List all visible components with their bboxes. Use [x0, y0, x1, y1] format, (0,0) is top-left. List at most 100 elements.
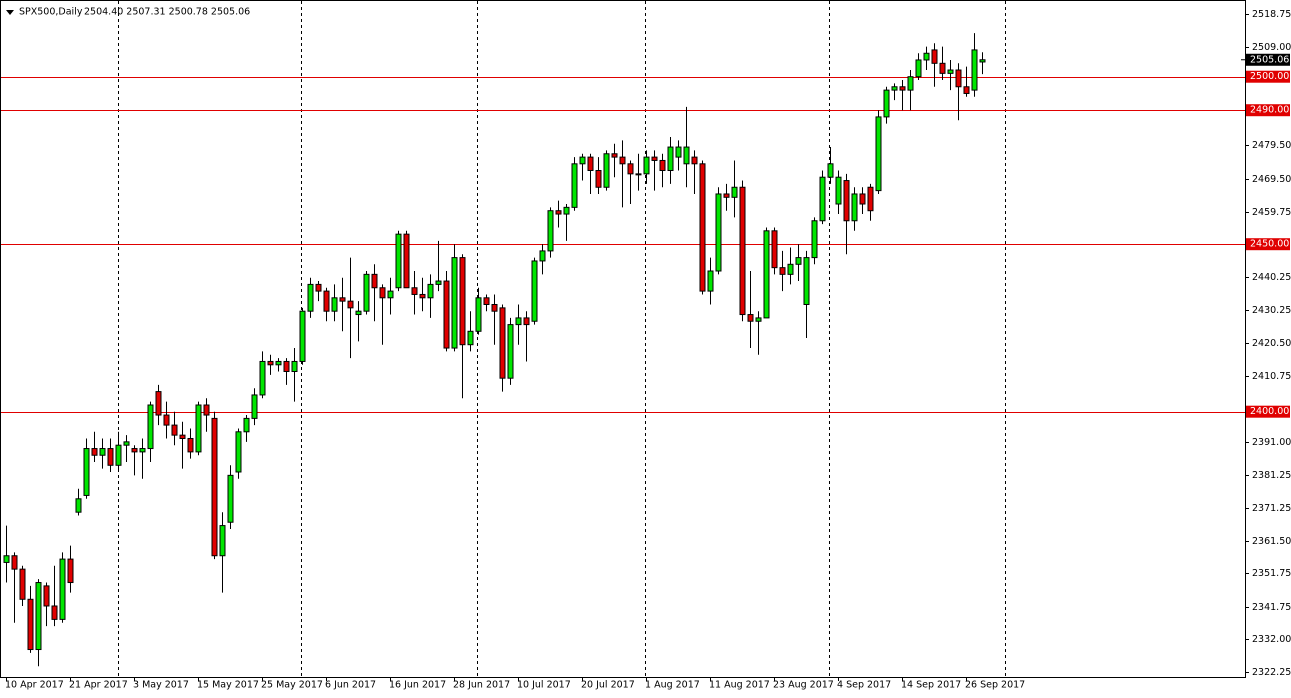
candle-body	[179, 434, 186, 439]
candle-body	[931, 49, 938, 64]
candle-body	[843, 180, 850, 222]
candle-body	[915, 59, 922, 78]
x-tick-label: 16 Jun 2017	[389, 680, 446, 691]
candle-body	[139, 448, 146, 453]
candle-body	[875, 116, 882, 192]
candle-body	[107, 448, 114, 466]
candle-body	[171, 424, 178, 436]
candle-body	[603, 153, 610, 188]
candle-body	[379, 287, 386, 299]
candle-body	[11, 555, 18, 570]
candle-body	[3, 555, 10, 563]
candle-body	[155, 391, 162, 416]
level-label-box	[1246, 104, 1290, 117]
candle-body	[539, 250, 546, 262]
candle-body	[283, 360, 290, 372]
x-tick-label: 6 Jun 2017	[325, 680, 376, 691]
candle-body	[899, 86, 906, 91]
candle-body	[19, 568, 26, 600]
candle-body	[299, 310, 306, 362]
candle-body	[323, 290, 330, 312]
candle-body	[315, 283, 322, 292]
candle-body	[979, 59, 986, 63]
candle-body	[459, 257, 466, 346]
x-tick-label: 25 May 2017	[261, 680, 323, 691]
y-tick-label: 2371.25	[1252, 503, 1291, 514]
candle-body	[331, 297, 338, 312]
candle-body	[811, 220, 818, 259]
candle-body	[667, 146, 674, 172]
symbol-menu-icon[interactable]	[6, 10, 14, 15]
candle-body	[835, 176, 842, 205]
candle-body	[547, 210, 554, 252]
candle-body	[747, 314, 754, 322]
x-tick-label: 14 Sep 2017	[901, 680, 961, 691]
candle-body	[907, 76, 914, 91]
y-tick-label: 2420.50	[1252, 338, 1291, 349]
candle-body	[531, 260, 538, 322]
y-tick-label: 2518.75	[1252, 9, 1291, 20]
candle-body	[435, 280, 442, 285]
candle-body	[955, 69, 962, 88]
candle-body	[99, 448, 106, 456]
candle-body	[43, 585, 50, 607]
candle-body	[59, 558, 66, 620]
y-tick-label: 2509.00	[1252, 42, 1291, 53]
candle-body	[491, 303, 498, 312]
y-tick-label: 2351.75	[1252, 568, 1291, 579]
candle-body	[659, 159, 666, 172]
candle-body	[619, 156, 626, 165]
candle-body	[51, 605, 58, 620]
y-tick-label: 2322.25	[1252, 667, 1291, 678]
last-price-label: 2505.06	[1250, 54, 1289, 65]
candle-body	[611, 153, 618, 158]
plot-frame	[0, 0, 1246, 678]
candle-body	[699, 163, 706, 292]
x-tick-label: 10 Jul 2017	[517, 680, 571, 691]
level-label: 2490.00	[1250, 105, 1289, 116]
candle-body	[587, 156, 594, 172]
candle-body	[923, 52, 930, 61]
level-label-box	[1246, 70, 1290, 83]
candle-body	[123, 441, 130, 446]
candle-body	[395, 233, 402, 289]
x-tick-label: 4 Sep 2017	[837, 680, 891, 691]
candle-body	[715, 193, 722, 272]
candle-body	[83, 448, 90, 496]
candle-body	[211, 417, 218, 557]
x-tick-label: 11 Aug 2017	[709, 680, 770, 691]
y-tick-label: 2469.50	[1252, 174, 1291, 185]
x-tick-label: 10 Apr 2017	[5, 680, 64, 691]
candle-body	[203, 404, 210, 416]
candle-body	[35, 582, 42, 651]
candle-body	[859, 193, 866, 205]
candle-body	[163, 414, 170, 426]
candle-body	[707, 270, 714, 292]
chart-title: SPX500,Daily	[19, 7, 83, 18]
x-tick-label: 1 Aug 2017	[645, 680, 700, 691]
level-label-box	[1246, 405, 1290, 418]
y-tick-label: 2459.75	[1252, 207, 1291, 218]
candle-body	[691, 156, 698, 165]
candle-body	[363, 273, 370, 312]
candle-body	[251, 394, 258, 419]
candle-body	[259, 360, 266, 396]
y-tick-label: 2332.00	[1252, 634, 1291, 645]
candle-body	[187, 437, 194, 453]
candle-body	[635, 173, 642, 176]
y-tick-label: 2479.50	[1252, 140, 1291, 151]
candle-body	[195, 404, 202, 453]
candle-body	[763, 230, 770, 319]
candle-body	[427, 283, 434, 299]
candle-body	[827, 163, 834, 178]
candle-body	[291, 360, 298, 372]
candle-body	[147, 404, 154, 450]
y-tick-label: 2410.75	[1252, 371, 1291, 382]
candle-body	[515, 317, 522, 326]
candle-body	[235, 431, 242, 473]
candle-body	[419, 293, 426, 299]
candle-body	[307, 283, 314, 312]
candle-body	[371, 273, 378, 289]
x-tick-label: 28 Jun 2017	[453, 680, 510, 691]
